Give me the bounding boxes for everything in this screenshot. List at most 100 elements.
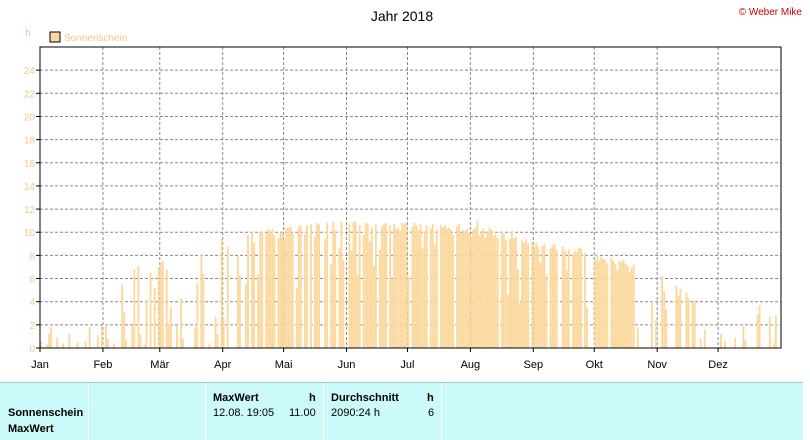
bar [444, 225, 446, 348]
bar [450, 229, 452, 348]
bar [734, 337, 737, 348]
x-tick-label: Mär [150, 359, 169, 371]
bar [439, 225, 442, 348]
bar [537, 247, 540, 348]
bar [523, 242, 526, 348]
bar [318, 224, 320, 348]
y-tick-label: 22 [24, 89, 36, 100]
bar [299, 225, 302, 348]
bar [84, 341, 87, 348]
bar [379, 249, 381, 348]
bar [200, 254, 203, 348]
bar [68, 332, 71, 348]
bar [521, 240, 524, 348]
bar [468, 232, 471, 348]
bar [415, 225, 418, 348]
bar [620, 262, 623, 348]
y-tick-label: 24 [24, 66, 36, 77]
legend-swatch [49, 31, 61, 43]
bar [226, 246, 229, 348]
bar [699, 338, 702, 348]
x-tick-labels: Jan Feb Mär Apr Mai Jun Jul Aug Sep Okt Nov Dez [31, 359, 728, 371]
maxwert-datetime: 12.08. 19:05 [213, 407, 275, 419]
durchschnitt-unit: h [427, 392, 434, 404]
bar [519, 302, 521, 348]
bar [510, 231, 513, 348]
bar [549, 248, 552, 348]
bar [586, 307, 588, 348]
bar [553, 243, 556, 348]
bar [401, 222, 404, 348]
durchschnitt-value: 2090:24 h [331, 407, 380, 419]
bar [703, 329, 706, 348]
bar [48, 334, 50, 348]
bar [693, 300, 696, 348]
bar [391, 279, 394, 348]
bar [527, 243, 530, 348]
y-tick-label: 14 [24, 182, 36, 193]
bar [433, 244, 436, 348]
bar [362, 234, 365, 348]
chart-title: Jahr 2018 [371, 8, 433, 24]
bar [616, 270, 619, 348]
bar [768, 316, 771, 348]
bar [88, 327, 91, 348]
bar [273, 235, 276, 348]
bar [600, 256, 603, 348]
bar [381, 226, 383, 348]
table-divider [205, 383, 206, 440]
bar [374, 224, 377, 348]
bar [515, 236, 517, 348]
bar [169, 307, 172, 348]
bar [687, 298, 690, 348]
bar [482, 228, 485, 348]
copyright-text: © Weber Mike [739, 7, 803, 18]
bar [165, 269, 168, 348]
bar [314, 236, 316, 348]
x-tick-label: Feb [93, 359, 112, 371]
sunshine-chart: Jahr 2018 © Weber Mike h Sonnenschein 0 2… [24, 7, 803, 371]
bar [265, 233, 268, 348]
maxwert-value: 11.00 [289, 407, 316, 419]
bar [104, 323, 107, 348]
x-tick-label: Sep [524, 359, 544, 371]
bar [513, 238, 515, 348]
bar [176, 326, 178, 348]
bar [403, 224, 406, 348]
bar [651, 301, 653, 348]
y-tick-label: 16 [24, 159, 36, 170]
bar [285, 227, 288, 348]
bar [46, 344, 48, 348]
bar [397, 227, 400, 348]
bar [352, 221, 355, 348]
bar [500, 231, 503, 348]
bar [56, 337, 59, 348]
y-tick-label: 20 [24, 112, 36, 123]
y-tick-label: 6 [29, 275, 35, 286]
table-divider [323, 383, 324, 440]
bar [577, 247, 580, 348]
bar [76, 342, 79, 348]
bar [338, 248, 341, 348]
bar [486, 231, 489, 348]
bar [561, 246, 564, 348]
bar [407, 276, 410, 348]
bar [480, 231, 483, 348]
bar [685, 292, 688, 348]
bar [196, 283, 199, 348]
bar [677, 295, 680, 348]
bar [494, 234, 497, 348]
bar [490, 229, 493, 348]
bar [464, 231, 467, 348]
bar [332, 221, 335, 348]
bar [602, 258, 605, 348]
bar [245, 284, 247, 348]
durchschnitt-header: Durchschnitt [331, 392, 399, 404]
table-divider [441, 383, 442, 440]
bar [419, 224, 422, 348]
stats-table: Sonnenschein MaxWert MaxWert h 12.08. 19… [0, 382, 803, 440]
plot-border [39, 46, 782, 349]
bar [194, 327, 197, 348]
bar [563, 250, 566, 348]
bar [305, 225, 308, 348]
